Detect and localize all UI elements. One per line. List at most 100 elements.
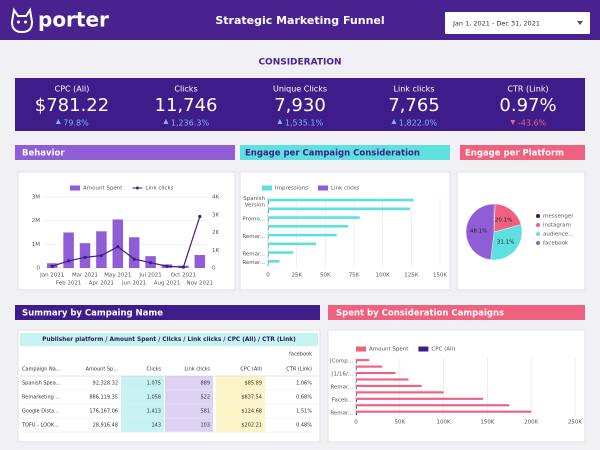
table-cell: $85.89 [245,381,263,387]
kpi-value: $781.22 [35,95,109,116]
column-header: Clicks [146,367,161,373]
y2-tick-label: 0 [212,266,216,272]
y-tick-label: Remar... [242,260,265,266]
bar [268,225,349,228]
legend-swatch [356,346,366,352]
x-tick-label: 0 [354,420,358,426]
y-tick-label: Remar... [330,385,353,391]
kpi-value: 11,746 [155,95,218,116]
bar [356,399,357,403]
logo-text: porter [38,8,109,32]
bar [356,412,357,415]
y2-tick-label: 4K [212,195,219,201]
legend-label: Link clicks [145,186,173,192]
column-header: CPC (All) [240,367,262,373]
y-tick-label: [1/16/... [331,372,353,378]
x-tick-label: Jan 2021 [39,273,64,279]
panel-title: Engage per Campaign Consideration [245,149,420,159]
slice-label: 31.1% [497,240,514,246]
x-tick-label: 25K [291,273,302,279]
bar [356,384,422,387]
bar [356,410,532,413]
line-point [165,264,169,268]
panel-title: Engage per Platform [465,149,564,159]
panel-title: Behavior [22,149,65,159]
trend-arrow [277,119,283,124]
x-tick-label: Apr 2021 [89,281,114,287]
legend-label: instagram [543,223,571,229]
panel-header [460,145,585,160]
legend-swatch [70,185,80,191]
section-title: CONSIDERATION [258,58,341,68]
column-header: Campaign Na... [22,367,61,373]
kpi-label: Clicks [174,85,197,94]
x-tick-label: 50K [394,420,405,426]
x-tick-label: 100K [437,420,451,426]
line-point [181,265,185,269]
table-title-bar [20,333,318,346]
table-cell: 1,413 [147,409,161,415]
column-header: Link clicks [184,367,210,373]
kpi-value: 7,765 [388,95,440,116]
bar [194,254,206,268]
table-title: Publisher platform / Amount Spent / Clic… [42,337,296,343]
table-cell: Google Dista... [22,409,59,415]
bar [268,262,269,266]
date-range[interactable]: Jan 1, 2021 - Dec 31, 2021 [452,20,540,28]
kpi-label: Link clicks [394,85,435,94]
x-tick-label: 150K [480,420,494,426]
y-tick-label: 0 [37,266,41,272]
bar [356,404,510,407]
kpi-change: 1,535.1% [285,119,324,128]
panel-header [15,145,235,160]
x-tick-label: 200K [524,420,538,426]
pie-slice [490,224,523,261]
bar [356,391,444,394]
bar [268,216,360,219]
legend-label: Amount Spent [369,347,409,353]
x-tick-label: Jun 2021 [121,281,146,287]
legend-swatch [262,185,272,191]
line-point [99,253,103,258]
x-tick-label: 150K [433,273,447,279]
bar [356,365,383,368]
kpi-change: 1,822.0% [399,119,438,128]
x-tick-label: 125K [404,273,418,279]
y-tick-label: Spanish Version [243,196,265,208]
bar [356,367,357,370]
y2-tick-label: 3K [212,212,219,218]
dropdown-arrow[interactable] [577,21,583,25]
bar [268,207,411,211]
y-tick-label: 1M [32,242,40,248]
panel-title: Summary by Campaing Name [22,309,163,319]
x-tick-label: 75K [349,273,360,279]
table-cell: 889 [200,381,210,387]
bar [268,201,270,204]
dashboard-title: Strategic Marketing Funnel [215,14,384,27]
slice-label: 20.1% [495,217,512,223]
table-cell: 522 [200,395,210,401]
legend-label: Impressions [275,186,308,192]
date-picker[interactable] [445,12,590,34]
table-cell: 1,058 [147,395,161,401]
table-cell: $124.68 [241,409,262,415]
legend-label: Link clicks [331,186,359,192]
kpi-band [15,78,585,131]
y2-tick-label: 1K [212,248,219,254]
bar [268,227,269,231]
x-tick-label: Feb 2021 [56,281,81,287]
legend-swatch [536,214,540,218]
table-cell: 92,328.32 [93,381,118,387]
kpi-label: CPC (All) [55,85,90,94]
legend-swatch [317,185,328,191]
x-tick-label: May 2021 [104,273,131,279]
bar [268,260,280,263]
table-group: facebook [289,352,312,358]
bar [356,371,396,375]
bar [128,237,140,268]
slice-label: 48.1% [470,229,487,235]
column-header: CTR (Link) [286,367,312,373]
trend-arrow [55,119,61,124]
table-cell: Spanish Spea... [22,381,61,387]
pie-slice [465,203,495,261]
